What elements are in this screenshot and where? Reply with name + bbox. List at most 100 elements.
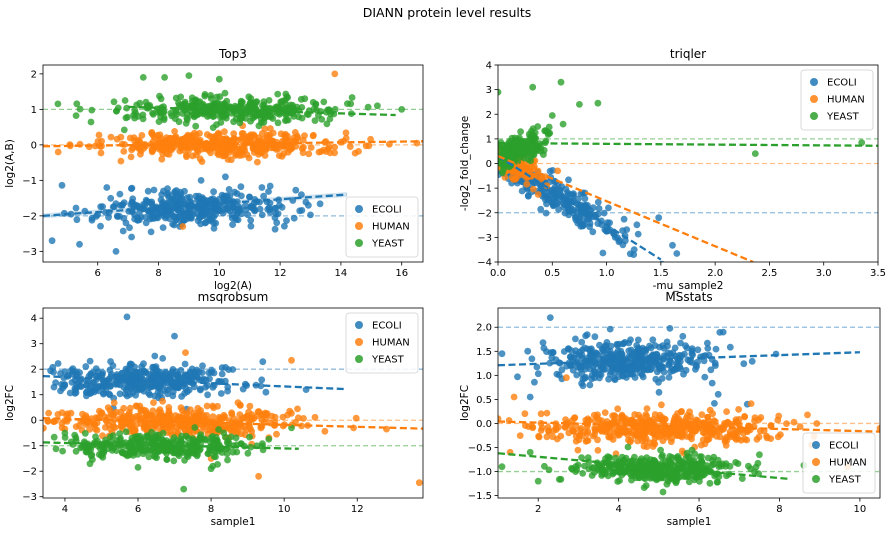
data-point xyxy=(197,177,205,184)
data-point xyxy=(499,166,507,174)
data-point xyxy=(216,113,224,121)
data-point xyxy=(498,350,506,358)
data-point xyxy=(191,424,199,431)
data-point xyxy=(704,436,711,443)
data-point xyxy=(553,370,561,378)
y-tick-label: −3 xyxy=(22,492,37,503)
data-point xyxy=(282,90,290,98)
data-point xyxy=(342,135,350,142)
x-tick-label: 6 xyxy=(95,268,101,279)
data-point xyxy=(49,363,57,371)
data-point xyxy=(129,195,137,203)
x-tick-label: 10 xyxy=(213,268,226,279)
legend-box xyxy=(800,69,874,131)
data-point xyxy=(111,424,119,431)
x-tick-label: 2.5 xyxy=(761,268,777,279)
data-point xyxy=(137,369,144,376)
data-point xyxy=(273,430,280,438)
data-point xyxy=(183,110,191,118)
data-point xyxy=(569,427,576,434)
data-point xyxy=(704,345,712,352)
data-point xyxy=(186,136,193,144)
data-point xyxy=(248,416,256,423)
data-point xyxy=(259,358,267,366)
data-point xyxy=(591,333,599,341)
trend-line-yeast xyxy=(498,141,878,147)
data-point xyxy=(567,353,574,361)
data-point xyxy=(581,344,589,352)
data-point xyxy=(128,233,136,241)
x-tick-label: 2.0 xyxy=(707,268,723,279)
data-point xyxy=(305,201,312,209)
data-point xyxy=(102,436,109,444)
data-point xyxy=(237,183,245,191)
data-point xyxy=(541,462,548,470)
data-point xyxy=(269,115,277,122)
data-point xyxy=(149,382,157,389)
data-point xyxy=(256,205,264,213)
data-point xyxy=(300,415,307,422)
data-point xyxy=(230,130,238,138)
data-point xyxy=(254,408,262,416)
data-point xyxy=(546,359,554,367)
figure-title: DIANN protein level results xyxy=(363,5,532,20)
data-point xyxy=(264,205,272,213)
data-point xyxy=(288,356,295,364)
data-point xyxy=(677,339,684,347)
data-point xyxy=(280,142,287,150)
data-point xyxy=(72,204,80,212)
trend-line-ecoli xyxy=(43,374,347,391)
data-point xyxy=(691,419,699,426)
data-point xyxy=(189,449,197,456)
data-point xyxy=(212,433,220,441)
data-point xyxy=(260,192,267,200)
data-point xyxy=(43,424,47,432)
data-point xyxy=(559,120,567,128)
data-point xyxy=(657,432,665,440)
data-point xyxy=(195,192,203,200)
data-point xyxy=(199,362,206,370)
y-tick-label: −1.5 xyxy=(468,491,492,502)
data-point xyxy=(279,413,287,421)
data-point xyxy=(221,89,229,97)
data-point xyxy=(723,408,730,415)
data-point xyxy=(694,346,702,354)
y-tick-label: 1 xyxy=(486,134,492,145)
data-point xyxy=(633,342,641,349)
x-tick-label: 10 xyxy=(278,504,291,515)
data-point xyxy=(649,336,657,344)
data-point xyxy=(539,339,547,346)
trend-line-yeast xyxy=(128,105,396,117)
chart-triqler: 0.0 0.5 1.0 1.5 2.0 2.5 3.0 3.5 −4 −3 −2 −1 0 1 2 3 4 tri… xyxy=(459,47,886,292)
data-point xyxy=(268,412,276,420)
legend: ECOLI HUMAN YEAST xyxy=(345,196,419,258)
trend-line-yeast xyxy=(43,441,299,450)
data-point xyxy=(54,360,62,367)
data-point xyxy=(150,399,157,406)
data-point xyxy=(283,217,290,225)
data-point xyxy=(569,191,577,199)
legend-label-yeast: YEAST xyxy=(826,112,860,123)
data-point xyxy=(214,461,222,468)
data-point xyxy=(655,378,662,386)
data-point xyxy=(274,210,282,218)
data-point xyxy=(300,143,307,151)
data-point xyxy=(50,433,58,441)
y-axis-label: log2FC xyxy=(4,385,16,421)
data-point xyxy=(714,390,722,398)
data-point xyxy=(642,346,649,353)
data-point xyxy=(162,212,170,220)
data-point xyxy=(555,206,562,213)
data-point xyxy=(292,142,300,150)
data-point xyxy=(747,400,755,407)
data-point xyxy=(247,131,255,139)
data-point xyxy=(222,114,230,122)
data-point xyxy=(688,350,696,358)
data-point xyxy=(274,119,282,127)
data-point xyxy=(107,194,115,202)
data-point xyxy=(298,207,306,214)
series-yeast xyxy=(50,424,295,493)
data-point xyxy=(159,146,167,154)
data-point xyxy=(732,459,739,466)
data-point xyxy=(721,435,729,443)
